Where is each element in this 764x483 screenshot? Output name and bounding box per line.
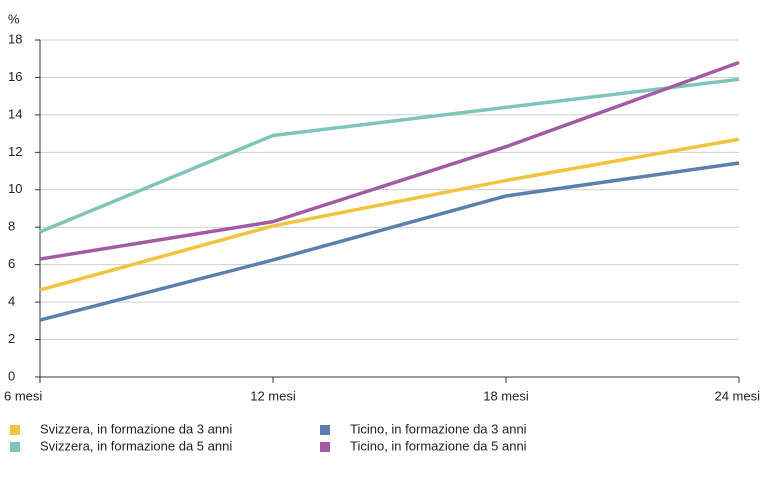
y-tick-label: 14	[8, 106, 22, 121]
y-tick-label: 12	[8, 144, 22, 159]
series-line	[39, 161, 740, 322]
series-line	[39, 137, 740, 292]
x-tick-label: 18 mesi	[483, 388, 529, 403]
x-tick-label: 12 mesi	[250, 388, 296, 403]
legend-swatch	[10, 425, 20, 435]
y-tick-label: 2	[8, 331, 15, 346]
legend-label: Ticino, in formazione da 3 anni	[350, 421, 527, 436]
legend-swatch	[320, 425, 330, 435]
legend-label: Svizzera, in formazione da 5 anni	[40, 438, 232, 453]
legend-label: Ticino, in formazione da 5 anni	[350, 438, 527, 453]
y-tick-label: 4	[8, 294, 15, 309]
series-line	[39, 77, 740, 234]
series-line	[39, 60, 740, 261]
legend-swatch	[320, 442, 330, 452]
y-axis-label: %	[8, 11, 20, 26]
y-tick-label: 8	[8, 219, 15, 234]
y-tick-label: 18	[8, 31, 22, 46]
y-tick-label: 0	[8, 368, 15, 383]
legend-label: Svizzera, in formazione da 3 anni	[40, 421, 232, 436]
x-tick-label: 6 mesi	[4, 388, 42, 403]
legend-swatch	[10, 442, 20, 452]
y-tick-label: 6	[8, 256, 15, 271]
x-tick-label: 24 mesi	[714, 388, 760, 403]
y-tick-label: 10	[8, 181, 22, 196]
y-tick-label: 16	[8, 69, 22, 84]
